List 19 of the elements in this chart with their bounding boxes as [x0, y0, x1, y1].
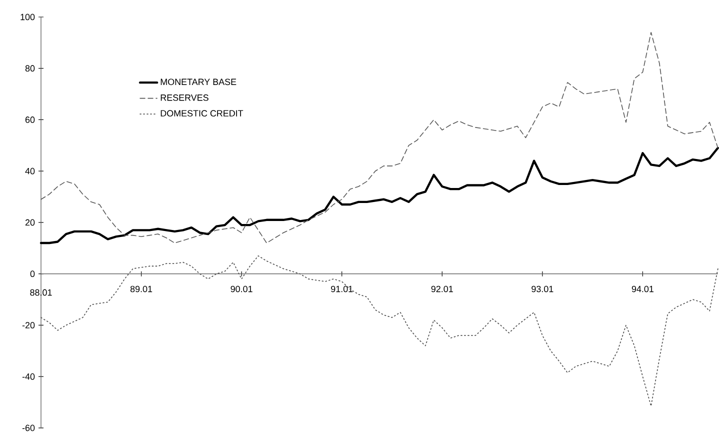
y-tick-label: 40 — [25, 168, 35, 174]
legend-label: DOMESTIC CREDIT — [160, 110, 244, 117]
x-tick-label: 88.01 — [30, 289, 52, 296]
x-tick-label: 93.01 — [532, 286, 554, 292]
y-tick-label: 0 — [30, 270, 35, 278]
y-tick-label: 100 — [20, 14, 35, 20]
y-tick-label: -40 — [22, 373, 35, 380]
y-tick-label: -60 — [22, 424, 35, 432]
y-tick-label: -20 — [22, 322, 35, 328]
legend-label: RESERVES — [160, 94, 208, 101]
x-tick-label: 89.01 — [130, 286, 152, 292]
y-tick-label: 20 — [25, 219, 35, 226]
x-tick-label: 92.01 — [431, 286, 453, 292]
x-tick-label: 90.01 — [230, 286, 252, 292]
y-tick-label: 80 — [25, 65, 35, 72]
x-tick-label: 91.01 — [331, 286, 353, 292]
x-tick-label: 94.01 — [632, 286, 654, 292]
legend-label: MONETARY BASE — [160, 78, 236, 86]
y-tick-label: 60 — [25, 116, 35, 123]
